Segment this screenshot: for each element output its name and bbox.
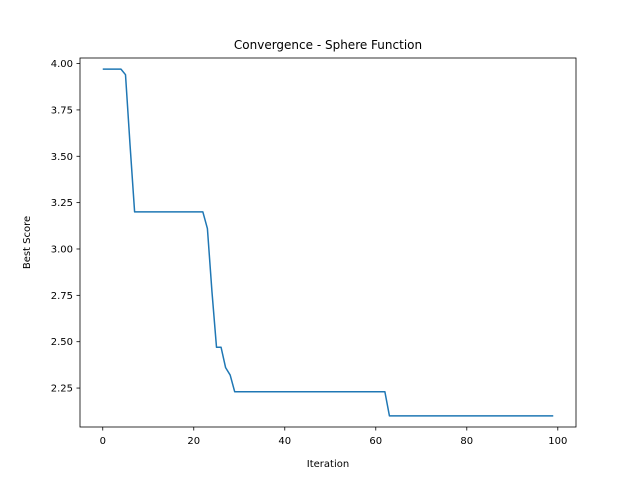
y-tick-label: 3.25	[51, 198, 73, 209]
x-axis-ticks: 0 20 40 60 80 100	[100, 427, 567, 447]
y-tick-label: 2.25	[51, 384, 73, 395]
x-tick-label: 100	[548, 436, 567, 447]
y-tick-label: 2.50	[51, 337, 73, 348]
x-tick-label: 20	[187, 436, 200, 447]
chart-title: Convergence - Sphere Function	[234, 38, 422, 52]
y-tick-label: 3.00	[51, 244, 73, 255]
series-line	[102, 68, 554, 417]
y-tick-label: 4.00	[51, 59, 73, 70]
x-tick-label: 0	[100, 436, 106, 447]
y-tick-label: 2.75	[51, 291, 73, 302]
x-tick-label: 80	[460, 436, 473, 447]
x-axis-title: Iteration	[307, 459, 349, 470]
y-axis-title: Best Score	[22, 216, 33, 269]
x-tick-label: 40	[278, 436, 291, 447]
series-layer	[102, 68, 554, 417]
y-axis-ticks: 2.25 2.50 2.75 3.00 3.25 3.50 3.75 4.00	[51, 59, 80, 395]
y-tick-label: 3.75	[51, 105, 73, 116]
y-tick-label: 3.50	[51, 152, 73, 163]
plot-frame	[79, 57, 577, 428]
x-tick-label: 60	[369, 436, 382, 447]
